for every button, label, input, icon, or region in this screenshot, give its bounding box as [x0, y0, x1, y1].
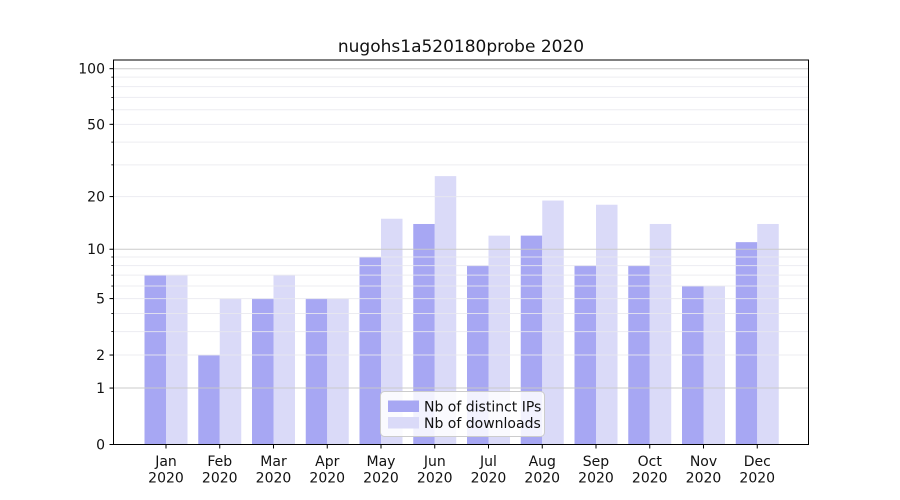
y-tick-label: 20	[87, 190, 105, 206]
x-tick-label: Feb 2020	[202, 454, 238, 487]
bar-nb-of-downloads	[327, 298, 349, 445]
legend-label-nb-of-distinct-ips: Nb of distinct IPs	[424, 400, 541, 416]
legend-box	[380, 391, 545, 437]
bar-nb-of-distinct-ips	[305, 298, 328, 445]
axes-frame	[113, 59, 809, 445]
y-tick-label: 50	[87, 117, 105, 133]
x-tick-label: Apr 2020	[309, 454, 345, 487]
bar-nb-of-downloads	[273, 275, 295, 445]
x-tick-label: Jun 2020	[417, 454, 453, 487]
legend-swatch-nb-of-distinct-ips	[388, 400, 419, 412]
y-tick-label: 2	[96, 348, 105, 364]
bar-nb-of-downloads	[596, 204, 618, 445]
x-tick-label: Dec 2020	[739, 454, 775, 487]
x-tick-label: Jul 2020	[471, 454, 507, 487]
bar-nb-of-downloads	[757, 223, 779, 445]
bar-nb-of-distinct-ips	[144, 275, 166, 445]
bar-nb-of-downloads	[649, 223, 672, 445]
bar-nb-of-downloads	[542, 200, 564, 445]
y-tick-label: 100	[78, 62, 105, 78]
bar-nb-of-downloads	[703, 286, 725, 445]
x-tick-label: Jan 2020	[148, 454, 184, 487]
bar-nb-of-distinct-ips	[413, 223, 435, 445]
legend-label-nb-of-downloads: Nb of downloads	[424, 416, 541, 432]
x-tick-label: Mar 2020	[256, 454, 292, 487]
bar-nb-of-distinct-ips	[252, 298, 274, 445]
bar-nb-of-downloads	[434, 176, 457, 445]
y-tick-label: 5	[96, 292, 105, 308]
bar-nb-of-distinct-ips	[735, 242, 758, 445]
bar-nb-of-downloads	[166, 275, 188, 445]
chart-title: nugohs1a520180probe 2020	[338, 37, 584, 57]
y-tick-label: 0	[96, 438, 105, 454]
bar-nb-of-distinct-ips	[682, 286, 704, 445]
bar-nb-of-distinct-ips	[359, 257, 381, 445]
bar-nb-of-downloads	[219, 298, 242, 445]
legend-swatch-nb-of-downloads	[388, 417, 419, 429]
bar-nb-of-distinct-ips	[198, 355, 220, 445]
y-tick-label: 10	[87, 242, 105, 258]
x-tick-label: Aug 2020	[524, 454, 560, 487]
x-tick-label: May 2020	[363, 454, 399, 487]
x-tick-label: Oct 2020	[632, 454, 668, 487]
x-tick-label: Sep 2020	[578, 454, 614, 487]
y-tick-label: 1	[96, 381, 105, 397]
x-tick-label: Nov 2020	[686, 454, 722, 487]
